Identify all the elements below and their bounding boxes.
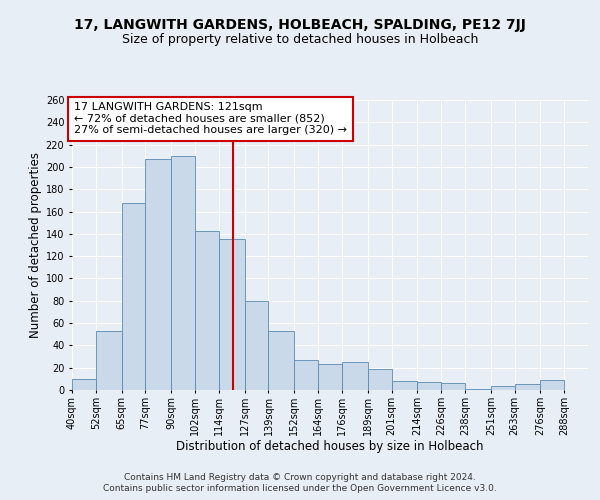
Bar bbox=[219, 240, 245, 390]
Bar bbox=[418, 382, 441, 390]
Bar bbox=[368, 369, 392, 390]
Bar bbox=[541, 380, 564, 390]
Bar bbox=[441, 384, 465, 390]
Bar bbox=[392, 381, 418, 390]
Bar bbox=[96, 331, 122, 390]
Y-axis label: Number of detached properties: Number of detached properties bbox=[29, 152, 41, 338]
Bar bbox=[122, 202, 145, 390]
Bar bbox=[171, 156, 195, 390]
Bar bbox=[268, 331, 294, 390]
Bar bbox=[342, 362, 368, 390]
X-axis label: Distribution of detached houses by size in Holbeach: Distribution of detached houses by size … bbox=[176, 440, 484, 454]
Bar bbox=[318, 364, 342, 390]
Bar bbox=[465, 389, 491, 390]
Bar bbox=[491, 386, 515, 390]
Bar bbox=[245, 301, 268, 390]
Text: Size of property relative to detached houses in Holbeach: Size of property relative to detached ho… bbox=[122, 32, 478, 46]
Bar bbox=[72, 379, 96, 390]
Bar bbox=[294, 360, 318, 390]
Text: Contains HM Land Registry data © Crown copyright and database right 2024.: Contains HM Land Registry data © Crown c… bbox=[124, 472, 476, 482]
Text: 17 LANGWITH GARDENS: 121sqm
← 72% of detached houses are smaller (852)
27% of se: 17 LANGWITH GARDENS: 121sqm ← 72% of det… bbox=[74, 102, 347, 136]
Text: 17, LANGWITH GARDENS, HOLBEACH, SPALDING, PE12 7JJ: 17, LANGWITH GARDENS, HOLBEACH, SPALDING… bbox=[74, 18, 526, 32]
Bar bbox=[195, 230, 219, 390]
Bar bbox=[515, 384, 541, 390]
Bar bbox=[145, 159, 171, 390]
Text: Contains public sector information licensed under the Open Government Licence v3: Contains public sector information licen… bbox=[103, 484, 497, 493]
